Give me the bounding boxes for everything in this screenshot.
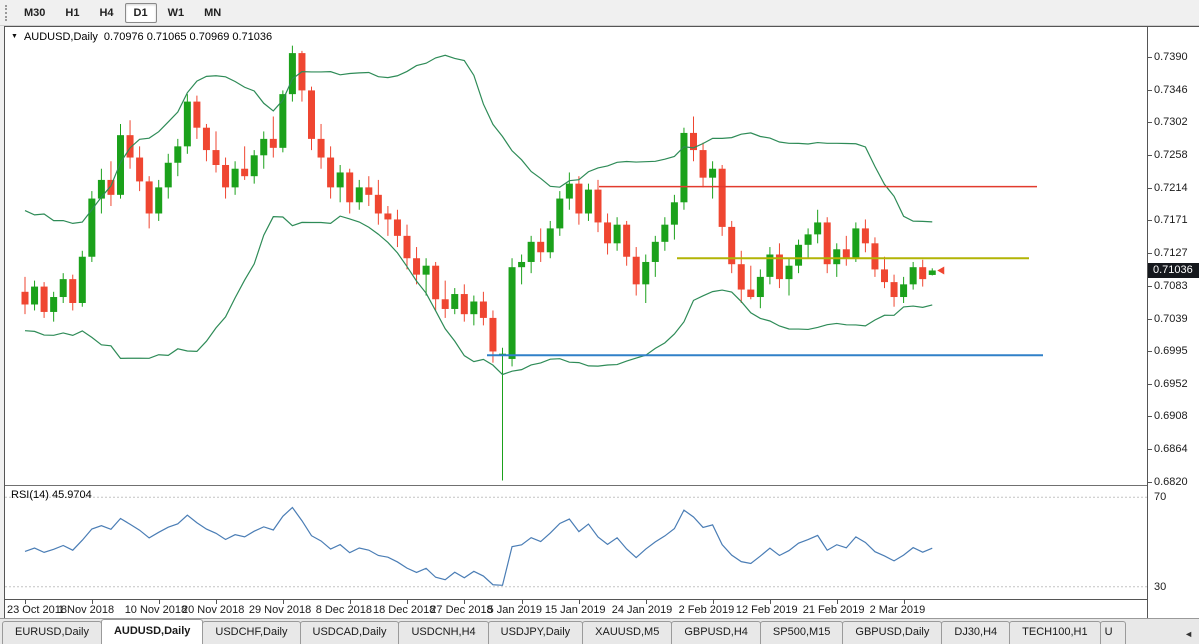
- period-button-h1[interactable]: H1: [65, 6, 80, 19]
- time-axis-label: 15 Jan 2019: [544, 604, 606, 616]
- price-scale-label: 0.7346: [1154, 83, 1188, 96]
- price-scale-tick: [1148, 449, 1152, 451]
- price-scale-tick: [1148, 351, 1152, 353]
- time-axis-label: 5 Jan 2019: [487, 604, 543, 616]
- price-scale-label: 0.6995: [1154, 345, 1188, 358]
- price-scale-tick: [1148, 155, 1152, 157]
- price-scale-tick: [1148, 220, 1152, 222]
- time-axis[interactable]: 23 Oct 2018 1 Nov 2018 10 Nov 2018 20 Nov 2…: [5, 599, 1148, 619]
- price-chart[interactable]: ▼ AUDUSD,Daily 0.70976 0.71065 0.70969 0…: [5, 27, 1148, 485]
- tab-dj30-h4[interactable]: DJ30,H4: [941, 621, 1011, 644]
- price-scale-label: 0.7083: [1154, 279, 1188, 292]
- price-scale-tick: [1148, 56, 1152, 58]
- rsi-indicator-label: RSI(14) 45.9704: [11, 489, 92, 501]
- tab-tech100-h1[interactable]: TECH100,H1: [1009, 621, 1101, 644]
- price-scale-tick: [1148, 383, 1152, 385]
- time-axis-tick: [25, 600, 26, 604]
- price-scale-label: 0.7171: [1154, 214, 1188, 227]
- time-axis-tick: [712, 600, 714, 604]
- tab-audusd-daily[interactable]: AUDUSD,Daily: [100, 619, 204, 644]
- price-scale-tick: [1148, 188, 1152, 190]
- time-axis-label: 8 Dec 2018: [315, 604, 372, 616]
- timeframe-toolbar: M30 H1 H4 D1 W1 MN: [0, 0, 1199, 26]
- price-scale-label: 0.7127: [1154, 247, 1188, 260]
- time-axis-tick: [349, 600, 351, 604]
- rsi-canvas: [5, 496, 1148, 588]
- time-axis-label: 24 Jan 2019: [611, 604, 673, 616]
- tab-gbpusd-daily[interactable]: GBPUSD,Daily: [842, 621, 943, 644]
- chart-ohlc-values: 0.70976 0.71065 0.70969 0.71036: [103, 31, 273, 43]
- price-scale-label: 0.7302: [1154, 116, 1188, 129]
- chart-window: ▼ AUDUSD,Daily 0.70976 0.71065 0.70969 0…: [4, 26, 1199, 619]
- tab-usdcad-daily[interactable]: USDCAD,Daily: [299, 621, 400, 644]
- time-axis-tick: [464, 600, 466, 604]
- chart-symbol-label: AUDUSD,Daily: [23, 31, 98, 43]
- price-scale-label: 0.7039: [1154, 312, 1188, 325]
- price-scale-tick: [1148, 285, 1152, 287]
- tab-usdjpy-daily[interactable]: USDJPY,Daily: [487, 621, 584, 644]
- price-scale-tick: [1148, 318, 1152, 320]
- time-axis-label: 2 Mar 2019: [869, 604, 926, 616]
- time-axis-tick: [407, 600, 408, 604]
- tab-usdcnh-h4[interactable]: USDCNH,H4: [398, 621, 489, 644]
- chart-collapse-icon[interactable]: ▼: [11, 33, 18, 40]
- time-axis-tick: [91, 600, 93, 604]
- rsi-panel[interactable]: RSI(14) 45.9704: [5, 485, 1148, 599]
- time-axis-tick: [836, 600, 838, 604]
- candlestick-canvas: [21, 45, 1043, 481]
- rsi-scale-label: 30: [1154, 580, 1167, 593]
- price-scale-tick: [1148, 89, 1152, 91]
- time-axis-label: 23 Oct 2018: [7, 604, 67, 616]
- time-axis-tick: [521, 600, 523, 604]
- time-axis-label: 10 Nov 2018: [124, 604, 188, 616]
- tab-gbpusd-h4[interactable]: GBPUSD,H4: [671, 621, 761, 644]
- price-badge: 0.71036: [1148, 263, 1199, 279]
- tab-usdchf-daily[interactable]: USDCHF,Daily: [202, 621, 301, 644]
- symbol-tabbar: EURUSD,Daily AUDUSD,Daily USDCHF,Daily USDC…: [0, 618, 1199, 644]
- time-axis-tick: [216, 600, 217, 604]
- price-scale-label: 0.6952: [1154, 377, 1188, 390]
- tab-scroll-left-button[interactable]: ◄: [1184, 629, 1193, 639]
- price-scale-label: 0.6908: [1154, 410, 1188, 423]
- price-scale-tick: [1148, 122, 1152, 124]
- time-axis-label: 12 Feb 2019: [735, 604, 798, 616]
- tab-sp500-m15[interactable]: SP500,M15: [759, 621, 844, 644]
- price-scale-label: 0.6864: [1154, 443, 1188, 456]
- time-axis-tick: [903, 600, 905, 604]
- time-axis-tick: [578, 600, 580, 604]
- price-scale[interactable]: 0.71036 0.7390 0.7346 0.7302 0.7258 0.7214 0.…: [1147, 27, 1199, 619]
- time-axis-label: 18 Dec 2018: [373, 604, 436, 616]
- price-scale-label: 0.7258: [1154, 149, 1188, 162]
- time-axis-label: 1 Nov 2018: [57, 604, 115, 616]
- period-button-m30[interactable]: M30: [24, 6, 46, 19]
- time-axis-tick: [282, 600, 284, 604]
- period-button-h4[interactable]: H4: [99, 6, 114, 19]
- rsi-scale-label: 70: [1154, 491, 1167, 504]
- time-axis-tick: [769, 600, 771, 604]
- chart-title: ▼ AUDUSD,Daily 0.70976 0.71065 0.70969 0…: [11, 31, 272, 43]
- price-scale-label: 0.7390: [1154, 50, 1188, 63]
- price-scale-tick: [1148, 482, 1152, 484]
- price-scale-label: 0.6820: [1154, 476, 1188, 489]
- period-button-d1[interactable]: D1: [124, 2, 157, 23]
- time-axis-label: 20 Nov 2018: [182, 604, 245, 616]
- time-axis-label: 2 Feb 2019: [678, 604, 735, 616]
- price-scale-tick: [1148, 416, 1152, 418]
- time-axis-tick: [645, 600, 647, 604]
- tab-eurusd-daily[interactable]: EURUSD,Daily: [2, 621, 102, 644]
- time-axis-tick: [158, 600, 160, 604]
- toolbar-grip[interactable]: [5, 4, 9, 21]
- tab-xauusd-m5[interactable]: XAUUSD,M5: [582, 621, 673, 644]
- period-button-mn[interactable]: MN: [204, 6, 222, 19]
- price-scale-tick: [1148, 253, 1152, 255]
- time-axis-label: 29 Nov 2018: [248, 604, 312, 616]
- time-axis-label: 21 Feb 2019: [802, 604, 865, 616]
- time-axis-label: 27 Dec 2018: [430, 604, 493, 616]
- price-scale-label: 0.7214: [1154, 182, 1188, 195]
- tab-u[interactable]: U: [1099, 621, 1126, 644]
- period-button-w1[interactable]: W1: [167, 6, 185, 19]
